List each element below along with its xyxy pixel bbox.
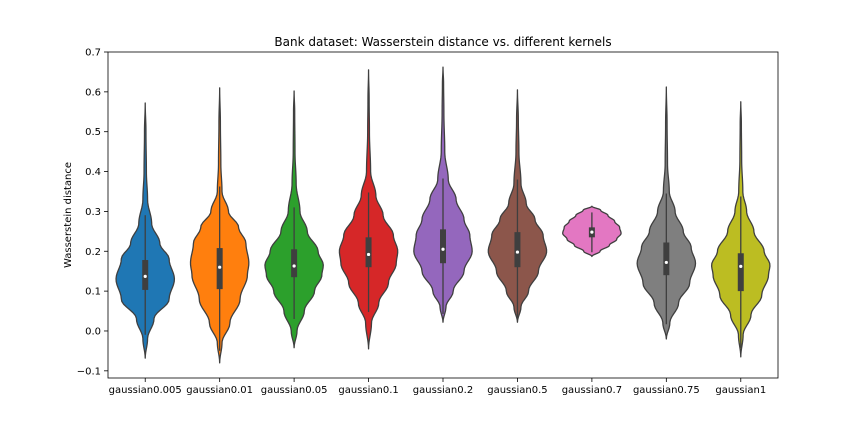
- y-axis-label: Wasserstein distance: [63, 162, 74, 268]
- y-axis: −0.1 0.0 0.1 0.2 0.3 0.4 0.5 0.6 0.7: [77, 48, 108, 377]
- x-tick-label: gaussian0.01: [186, 385, 253, 396]
- violin-median-point: [218, 265, 222, 269]
- violin-gaussian0.1: [338, 69, 399, 350]
- violin-median-point: [292, 264, 296, 268]
- x-tick-label: gaussian0.5: [487, 385, 547, 396]
- violin-median-point: [664, 260, 668, 265]
- x-axis: gaussian0.005 gaussian0.01 gaussian0.05 gau…: [109, 378, 766, 396]
- y-tick-label: 0.7: [85, 48, 101, 59]
- y-tick-label: 0.3: [85, 207, 101, 218]
- violin-gaussian0.2: [413, 66, 473, 323]
- violin-gaussian0.75: [636, 86, 697, 340]
- violin-gaussian0.005: [115, 102, 176, 359]
- x-tick-label: gaussian0.005: [109, 385, 182, 396]
- violin-median-point: [739, 264, 743, 269]
- y-tick-label: 0.4: [85, 167, 101, 178]
- chart-title: Bank dataset: Wasserstein distance vs. d…: [274, 35, 611, 49]
- violin-median-point: [366, 252, 371, 257]
- y-tick-label: 0.1: [85, 287, 101, 298]
- y-tick-label: 0.0: [85, 326, 101, 337]
- y-tick-label: −0.1: [77, 366, 101, 377]
- violin-gaussian0.05: [264, 90, 324, 349]
- plot-frame: [107, 51, 779, 379]
- violin-iqr-box: [365, 237, 372, 268]
- violin-median-point: [441, 247, 445, 251]
- x-tick-label: gaussian0.2: [413, 385, 473, 396]
- violin-median-point: [515, 250, 520, 254]
- y-tick-label: 0.2: [85, 247, 101, 258]
- violin-group: [115, 66, 771, 364]
- violin-iqr-box: [291, 249, 298, 278]
- x-tick-label: gaussian1: [715, 385, 766, 396]
- violin-iqr-box: [514, 232, 521, 268]
- violin-gaussian0.01: [189, 87, 250, 364]
- violin-gaussian0.7: [562, 205, 622, 258]
- x-tick-label: gaussian0.7: [562, 385, 622, 396]
- violin-gaussian0.5: [487, 89, 548, 323]
- violin-median-point: [143, 274, 147, 278]
- violin-iqr-box: [663, 242, 670, 276]
- violin-iqr-box: [737, 253, 744, 292]
- x-tick-label: gaussian0.05: [261, 385, 328, 396]
- violin-iqr-box: [440, 229, 446, 264]
- y-tick-label: 0.5: [85, 127, 101, 138]
- x-tick-label: gaussian0.75: [633, 385, 700, 396]
- x-tick-label: gaussian0.1: [338, 385, 398, 396]
- violin-median-point: [590, 230, 594, 234]
- violin-gaussian1: [710, 101, 771, 358]
- y-tick-label: 0.6: [85, 87, 101, 98]
